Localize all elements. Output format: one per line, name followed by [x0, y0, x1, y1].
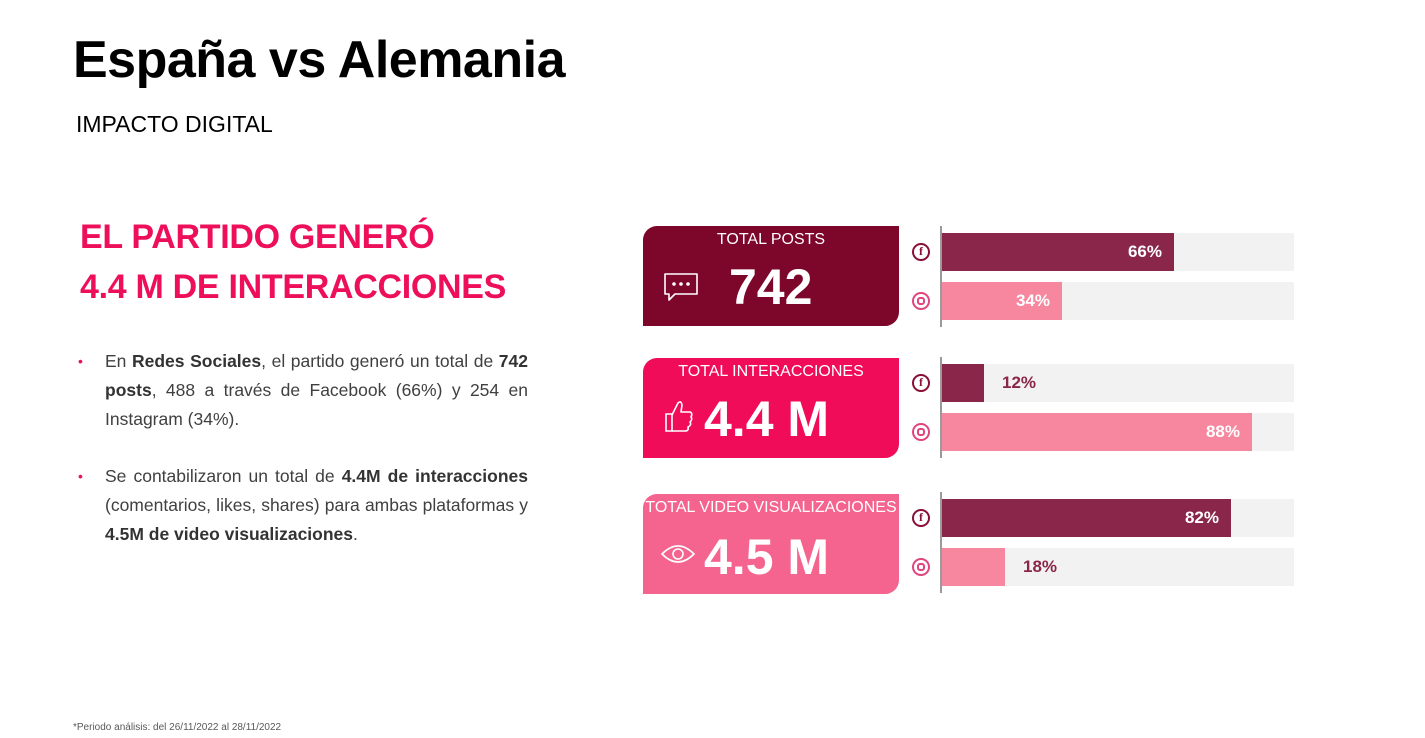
text-run: En: [105, 351, 132, 371]
text-run-bold: 4.5M de video visualizaciones: [105, 524, 354, 544]
facebook-icon: f: [912, 243, 930, 261]
headline-line-1: EL PARTIDO GENERÓ: [80, 218, 435, 256]
kpi-value: 4.4 M: [704, 391, 830, 447]
facebook-bar: [942, 233, 1174, 271]
text-run: Se contabilizaron un total de: [105, 466, 342, 486]
kpi-card-total-interacciones: TOTAL INTERACCIONES 4.4 M: [643, 358, 899, 458]
kpi-label: TOTAL INTERACCIONES: [678, 363, 864, 380]
bullet-text: En Redes Sociales, el partido generó un …: [105, 351, 528, 429]
footnote: *Periodo análisis: del 26/11/2022 al 28/…: [73, 722, 282, 733]
headline: EL PARTIDO GENERÓ 4.4 M DE INTERACCIONES: [80, 212, 506, 312]
instagram-icon: [912, 423, 930, 441]
chart-axis-line: [940, 226, 942, 327]
facebook-value-label: 12%: [1002, 373, 1037, 392]
text-run-bold: Redes Sociales: [132, 351, 262, 371]
instagram-value-label: 18%: [1023, 557, 1058, 576]
page-subtitle: IMPACTO DIGITAL: [76, 111, 273, 137]
facebook-value-label: 66%: [1127, 242, 1162, 261]
facebook-bar: [942, 499, 1231, 537]
kpi-value: 742: [729, 259, 813, 315]
kpi-label: TOTAL POSTS: [716, 231, 826, 248]
text-run: (comentarios, likes, shares) para ambas …: [105, 495, 528, 515]
bullet-text: Se contabilizaron un total de 4.4M de in…: [105, 466, 528, 544]
text-run: .: [353, 524, 358, 544]
text-run-bold: 742 posts: [105, 351, 528, 400]
facebook-icon: f: [912, 509, 930, 527]
instagram-icon: [912, 292, 930, 310]
bullet-dot-icon: •: [78, 468, 83, 484]
instagram-bar: [942, 548, 1005, 586]
kpi-label: TOTAL VIDEO VISUALIZACIONES: [645, 499, 897, 516]
chart-axis-line: [940, 492, 942, 593]
instagram-icon: [912, 558, 930, 576]
bullet-list: • En Redes Sociales, el partido generó u…: [78, 347, 528, 577]
headline-line-2: 4.4 M DE INTERACCIONES: [80, 268, 507, 306]
kpi-card-total-posts: TOTAL POSTS 742: [643, 226, 899, 326]
text-run-bold: 4.4M de interacciones: [341, 466, 528, 486]
facebook-icon: f: [912, 374, 930, 392]
text-run: , el partido generó un total de: [261, 351, 499, 371]
page-title: España vs Alemania: [73, 31, 565, 89]
bullet-item: • En Redes Sociales, el partido generó u…: [78, 347, 528, 434]
bullet-item: • Se contabilizaron un total de 4.4M de …: [78, 462, 528, 549]
thumbs-up-icon: [665, 401, 693, 432]
kpi-card-total-video-visualizaciones: TOTAL VIDEO VISUALIZACIONES 4.5 M: [643, 494, 899, 594]
instagram-bar: [942, 413, 1252, 451]
bullet-dot-icon: •: [78, 353, 83, 369]
facebook-value-label: 82%: [1184, 508, 1219, 527]
facebook-bar: [942, 364, 984, 402]
chat-bubble-icon: [664, 273, 698, 301]
instagram-value-label: 34%: [1015, 291, 1050, 310]
instagram-bar: [942, 282, 1062, 320]
chart-axis-line: [940, 357, 942, 458]
text-run: , 488 a través de Facebook (66%) y 254 e…: [105, 380, 528, 429]
instagram-value-label: 88%: [1205, 422, 1240, 441]
bar-track: [942, 364, 1294, 402]
eye-icon: [660, 545, 696, 563]
kpi-value: 4.5 M: [704, 529, 830, 585]
